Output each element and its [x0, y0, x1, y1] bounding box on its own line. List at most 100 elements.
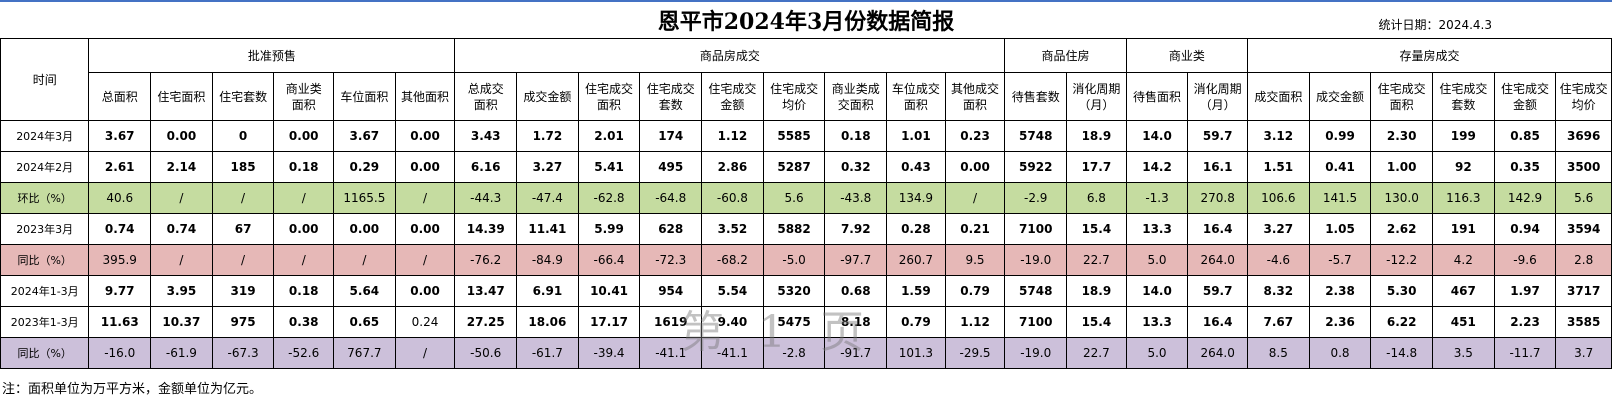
column-header: 商业类 面积	[273, 72, 335, 121]
table-cell: 16.1	[1187, 151, 1248, 183]
table-cell: 22.7	[1066, 244, 1127, 276]
table-cell: 1.97	[1493, 275, 1557, 307]
table-cell: 2.36	[1308, 306, 1372, 338]
table-cell: 11.41	[516, 213, 579, 245]
table-cell: -5.7	[1308, 244, 1372, 276]
table-cell: 7100	[1004, 306, 1068, 338]
table-cell: 5.64	[333, 275, 396, 307]
column-header: 待售套数	[1004, 72, 1068, 121]
table-cell: -9.6	[1493, 244, 1557, 276]
table-row: 2023年3月 0.74 0.74 67 0.00 0.00 0.00 14.39 11.41 5…	[0, 213, 1612, 245]
column-header: 消化周期 （月）	[1066, 72, 1127, 121]
table-cell: 6.8	[1066, 182, 1127, 214]
table-row: 2024年3月 3.67 0.00 0 0.00 3.67 0.00 3.43 1.72 2.01…	[0, 120, 1612, 152]
footnote: 注：面积单位为万平方米，金额单位为亿元。	[2, 382, 263, 397]
table-cell: 14.2	[1125, 151, 1189, 183]
table-cell: 3.52	[701, 213, 764, 245]
table-cell: 5.41	[577, 151, 641, 183]
table-cell: 13.47	[454, 275, 518, 307]
table-cell: /	[394, 182, 456, 214]
table-cell: /	[394, 337, 456, 369]
column-header: 住宅成交 金额	[1493, 72, 1557, 121]
table-cell: -41.1	[701, 337, 764, 369]
row-label: 2024年3月	[0, 120, 90, 152]
table-cell: 116.3	[1432, 182, 1495, 214]
table-cell: 3.67	[333, 120, 396, 152]
table-cell: 3.5	[1432, 337, 1495, 369]
table-cell: 17.7	[1066, 151, 1127, 183]
table-cell: 3.27	[1246, 213, 1310, 245]
table-cell: 92	[1432, 151, 1495, 183]
table-cell: 18.06	[516, 306, 579, 338]
table-cell: 1.05	[1308, 213, 1372, 245]
table-cell: 5.0	[1125, 337, 1189, 369]
table-cell: 0.00	[394, 151, 456, 183]
table-cell: /	[944, 182, 1006, 214]
table-cell: /	[273, 244, 335, 276]
table-cell: 1165.5	[333, 182, 396, 214]
table-cell: 2.23	[1493, 306, 1557, 338]
column-header: 住宅成交 均价	[1555, 72, 1612, 121]
table-cell: 0.18	[273, 151, 335, 183]
column-header: 住宅成交 面积	[1370, 72, 1433, 121]
table-cell: /	[394, 244, 456, 276]
table-cell: 8.32	[1246, 275, 1310, 307]
table-cell: -47.4	[516, 182, 579, 214]
column-header: 住宅面积	[150, 72, 213, 121]
table-cell: 6.91	[516, 275, 579, 307]
table-cell: 2.61	[88, 151, 152, 183]
table-cell: 3500	[1555, 151, 1612, 183]
table-cell: 10.37	[150, 306, 213, 338]
table-cell: 40.6	[88, 182, 152, 214]
table-cell: 0.00	[273, 213, 335, 245]
table-cell: 1.12	[701, 120, 764, 152]
column-header: 其他面积	[394, 72, 456, 121]
column-header: 成交金额	[1308, 72, 1372, 121]
column-header: 住宅成交 面积	[577, 72, 641, 121]
table-cell: -19.0	[1004, 337, 1068, 369]
column-header: 住宅套数	[211, 72, 275, 121]
table-cell: 106.6	[1246, 182, 1310, 214]
table-cell: -97.7	[824, 244, 888, 276]
table-cell: 975	[211, 306, 275, 338]
table-cell: 319	[211, 275, 275, 307]
table-cell: -44.3	[454, 182, 518, 214]
table-cell: 3.95	[150, 275, 213, 307]
table-cell: 7.67	[1246, 306, 1310, 338]
table-cell: 18.9	[1066, 120, 1127, 152]
table-cell: 0.00	[273, 120, 335, 152]
table-cell: 264.0	[1187, 337, 1248, 369]
table-cell: 0.41	[1308, 151, 1372, 183]
table-cell: -2.9	[1004, 182, 1068, 214]
table-cell: 0.68	[824, 275, 888, 307]
table-cell: 0.00	[944, 151, 1006, 183]
table-cell: 0.32	[824, 151, 888, 183]
table-cell: 260.7	[886, 244, 946, 276]
table-cell: 2.38	[1308, 275, 1372, 307]
table-cell: 1.59	[886, 275, 946, 307]
table-cell: 395.9	[88, 244, 152, 276]
table-cell: 16.4	[1187, 306, 1248, 338]
table-cell: 1.72	[516, 120, 579, 152]
table-cell: 59.7	[1187, 275, 1248, 307]
table-cell: 2.14	[150, 151, 213, 183]
table-cell: 3.7	[1555, 337, 1612, 369]
row-label: 2023年3月	[0, 213, 90, 245]
table-cell: 5475	[762, 306, 826, 338]
table-cell: 14.39	[454, 213, 518, 245]
table-cell: 6.22	[1370, 306, 1433, 338]
table-cell: -4.6	[1246, 244, 1310, 276]
table-cell: -64.8	[639, 182, 703, 214]
table-cell: 134.9	[886, 182, 946, 214]
table-cell: 0.79	[944, 275, 1006, 307]
row-label: 2024年1-3月	[0, 275, 90, 307]
table-cell: 9.5	[944, 244, 1006, 276]
table-cell: 18.9	[1066, 275, 1127, 307]
table-row: 环比（%） 40.6///1165.5/-44.3 -47.4 -62.8 -64.8-…	[0, 182, 1612, 214]
row-label: 同比（%）	[0, 337, 90, 369]
table-cell: 5922	[1004, 151, 1068, 183]
table-cell: 0.85	[1493, 120, 1557, 152]
table-cell: 0.00	[394, 213, 456, 245]
table-cell: 141.5	[1308, 182, 1372, 214]
table-cell: 0.99	[1308, 120, 1372, 152]
